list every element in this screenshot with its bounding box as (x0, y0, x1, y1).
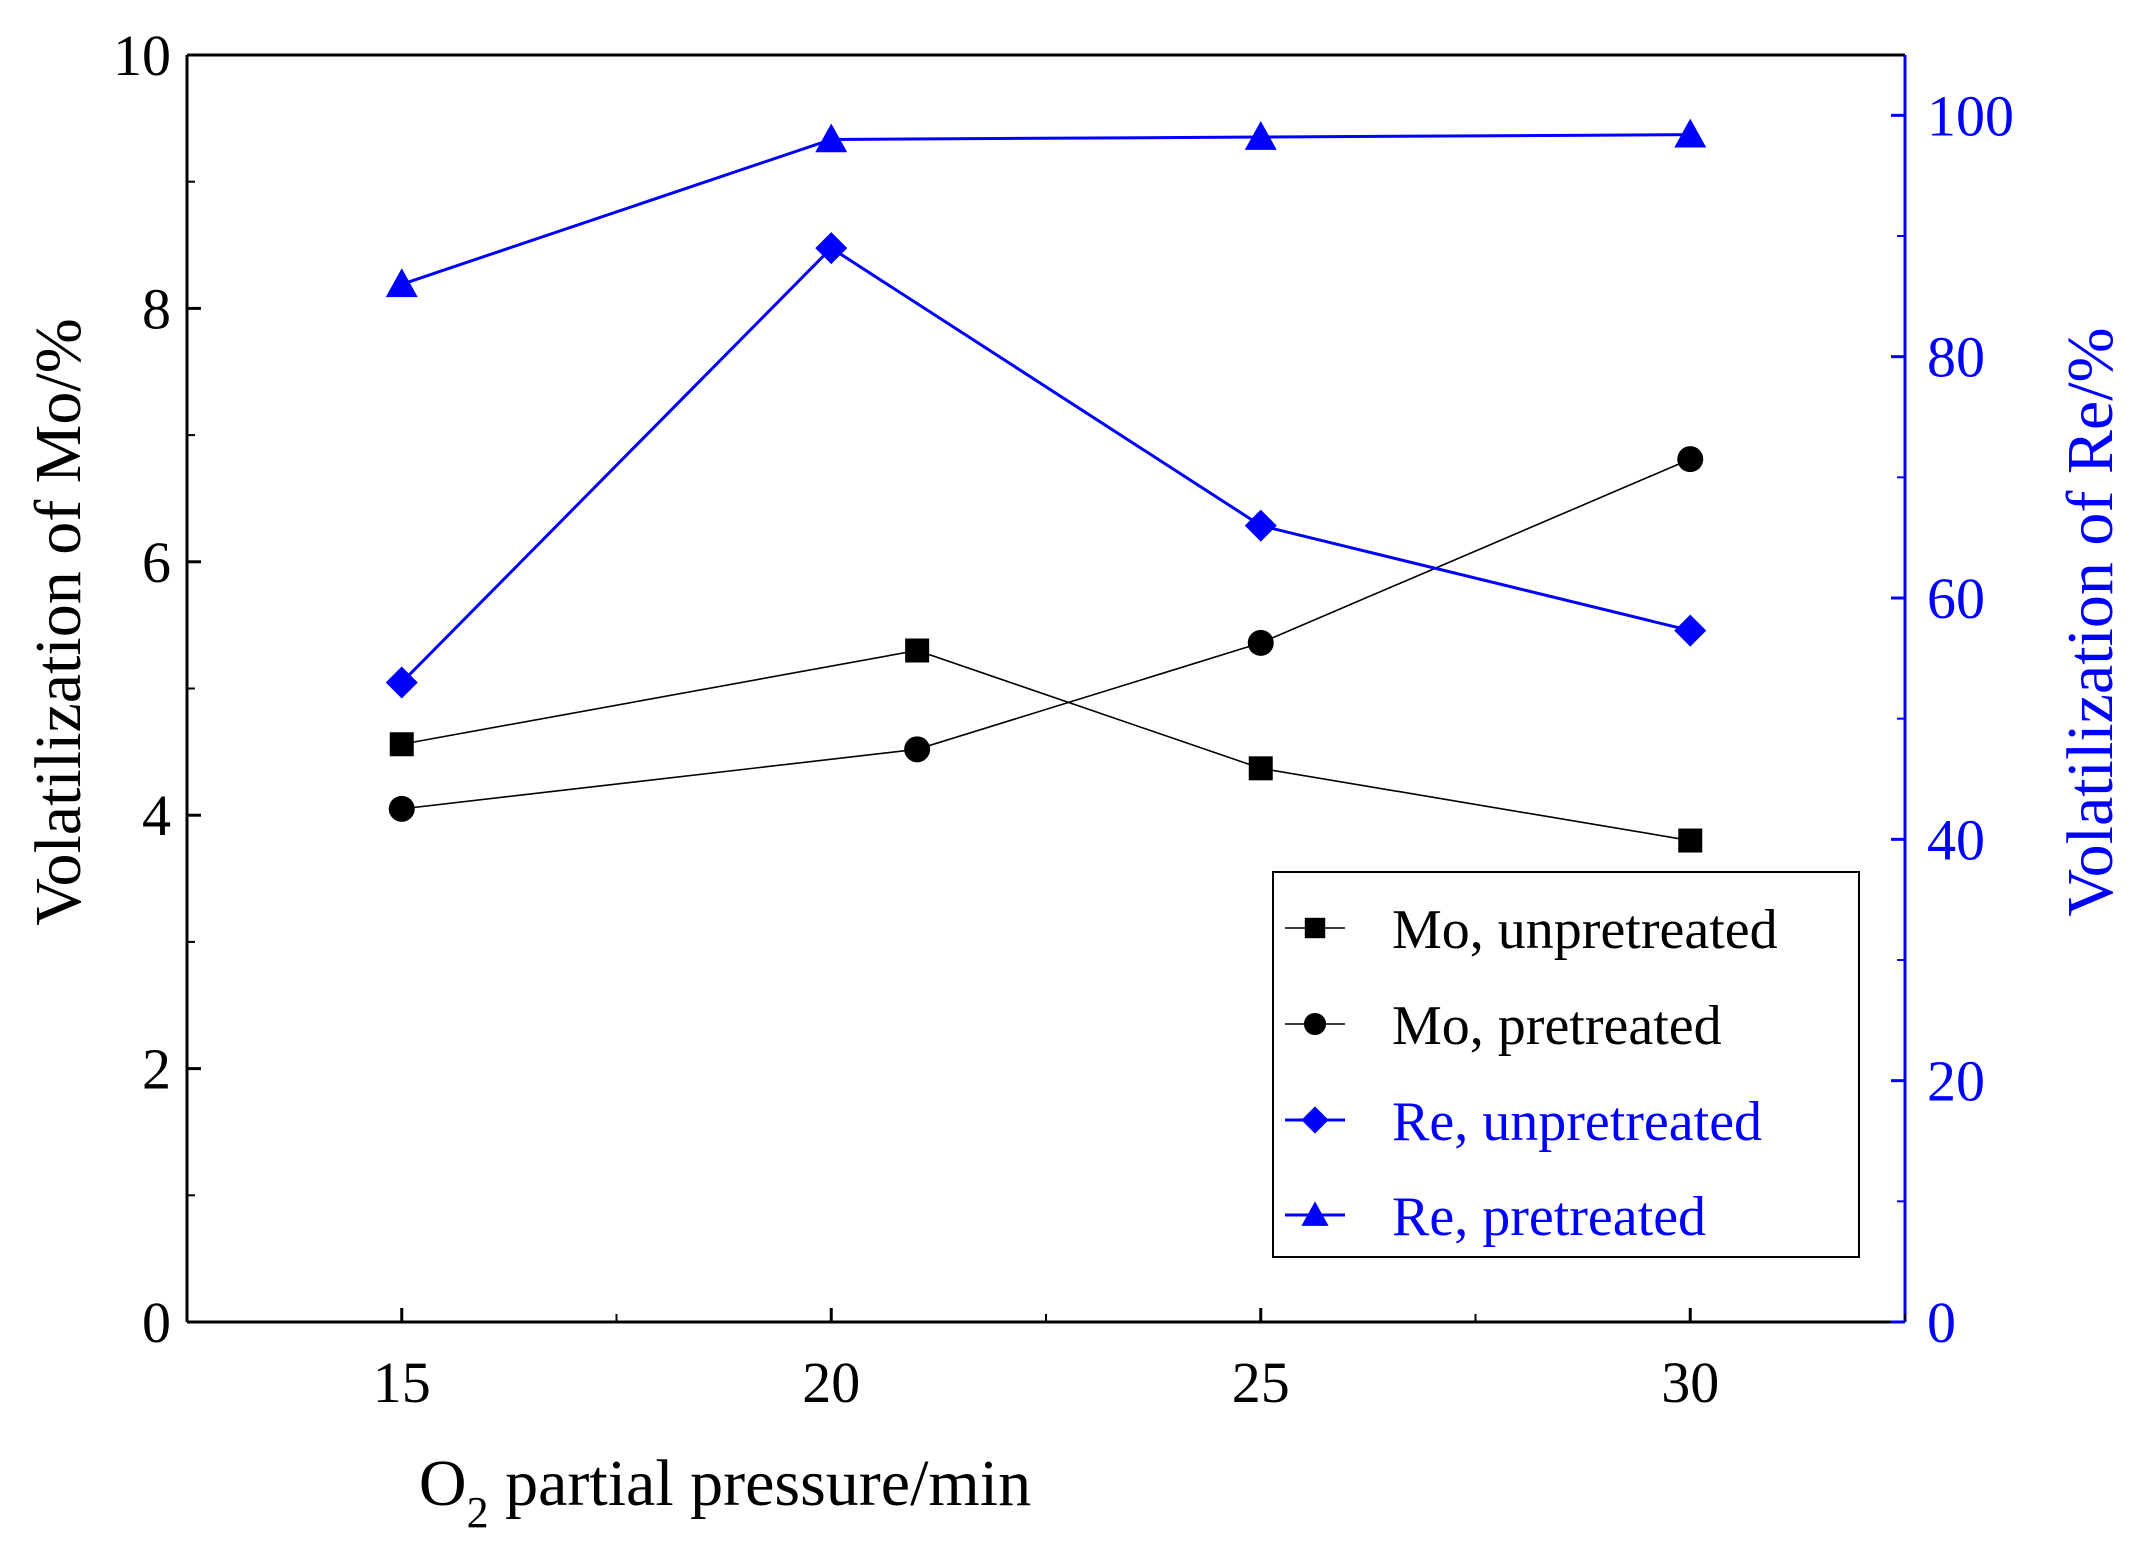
y-tick-label: 4 (142, 783, 171, 848)
legend-entry: Mo, unpretreated (1285, 899, 1778, 961)
data-point (1247, 629, 1274, 656)
legend-marker (1301, 1201, 1329, 1226)
series-line (400, 246, 1691, 684)
y-tick-label: 2 (142, 1037, 171, 1102)
legend-marker (1301, 1106, 1329, 1134)
series-re-unpretreated (385, 232, 1707, 699)
data-point (905, 638, 930, 663)
data-point (815, 232, 848, 265)
legend-entry: Re, pretreated (1285, 1186, 1706, 1248)
x-axis-label: O2 partial pressure/min (419, 1447, 1031, 1537)
data-point (1244, 121, 1277, 150)
data-point (1674, 614, 1707, 647)
data-point (1248, 756, 1273, 781)
series-line (401, 649, 1691, 842)
x-tick-label: 15 (373, 1350, 431, 1415)
legend-box (1272, 871, 1860, 1258)
data-point (815, 123, 848, 153)
legend: Mo, unpretreated Mo, pretreated Re, unpret… (1272, 871, 1860, 1258)
data-point (1677, 446, 1704, 473)
series-line (401, 458, 1691, 810)
y-tick-label: 8 (142, 276, 171, 341)
series-line (401, 133, 1691, 286)
data-point (1674, 118, 1707, 148)
x-tick-label: 30 (1661, 1350, 1719, 1415)
series-mo-pretreated (388, 446, 1704, 822)
legend-label: Mo, unpretreated (1392, 899, 1778, 961)
legend-label: Re, unpretreated (1392, 1091, 1762, 1153)
legend-label: Mo, pretreated (1392, 995, 1722, 1057)
y-tick-label: 10 (113, 23, 171, 88)
y2-tick-label: 100 (1927, 83, 2014, 148)
x-tick-label: 25 (1232, 1350, 1290, 1415)
data-point (388, 795, 415, 822)
legend-marker (1303, 1012, 1327, 1036)
data-point (904, 736, 931, 763)
legend-entry: Mo, pretreated (1285, 995, 1722, 1057)
legend-marker (1304, 917, 1326, 939)
data-point (1678, 828, 1703, 853)
y-tick-label: 6 (142, 530, 171, 595)
legend-label: Re, pretreated (1392, 1186, 1706, 1248)
y-tick-label: 0 (142, 1290, 171, 1355)
data-point (385, 268, 418, 298)
y2-axis-label: Volatilization of Re/% (2054, 327, 2127, 916)
y2-tick-label: 20 (1927, 1049, 1985, 1114)
legend-entry: Re, unpretreated (1285, 1091, 1762, 1153)
data-point (389, 732, 414, 757)
data-point (385, 666, 418, 699)
series-mo-unpretreated (389, 638, 1703, 853)
y2-tick-label: 60 (1927, 566, 1985, 631)
y2-tick-label: 80 (1927, 325, 1985, 390)
y2-tick-label: 40 (1927, 807, 1985, 872)
series-re-pretreated (385, 118, 1707, 298)
plot-area (385, 118, 1707, 853)
y2-tick-label: 0 (1927, 1290, 1956, 1355)
data-point (1244, 509, 1277, 542)
x-tick-label: 20 (802, 1350, 860, 1415)
y-axis-label: Volatilization of Mo/% (22, 318, 95, 925)
